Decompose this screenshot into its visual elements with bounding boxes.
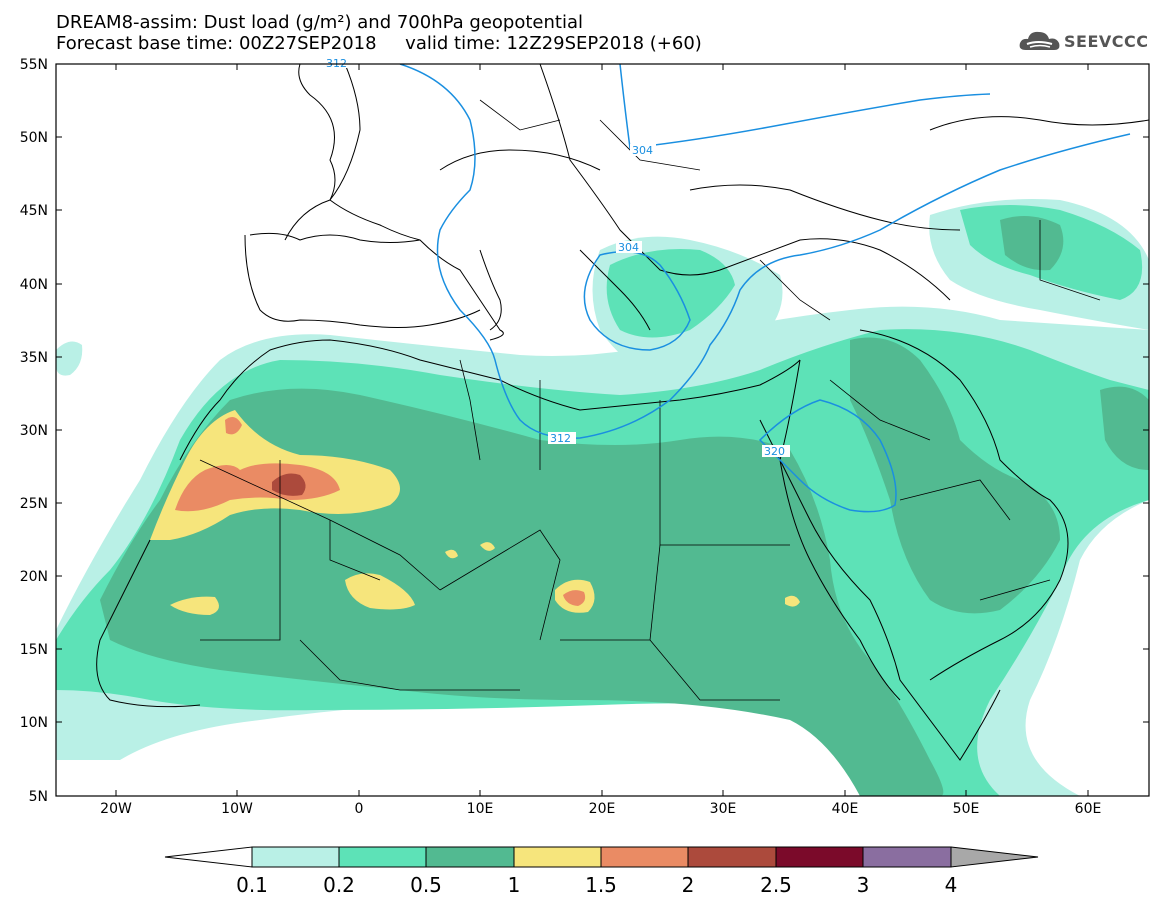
country-borders: [199, 99, 1101, 701]
lat-label: 55N: [20, 57, 48, 73]
lat-label: 5N: [29, 789, 48, 805]
lat-label: 25N: [20, 496, 48, 512]
colorbar-label: 1: [508, 873, 521, 897]
lat-label: 35N: [20, 350, 48, 366]
lon-axis: [115, 64, 1089, 796]
lon-labels: 20W 10W 0 10E 20E 30E 40E 50E 60E: [100, 801, 1101, 817]
colorbar-segment: [338, 846, 427, 868]
lon-label: 20E: [589, 801, 616, 817]
colorbar-segment: [687, 846, 777, 868]
contour-labels: 304 304 312 320 312: [324, 57, 790, 458]
colorbar-label: 0.1: [236, 873, 268, 897]
colorbar-segment: [600, 846, 689, 868]
colorbar-label: 3: [857, 873, 870, 897]
cloud-icon: [1019, 31, 1060, 50]
lat-labels: 55N 50N 45N 40N 35N 30N 25N 20N 15N 10N …: [20, 57, 48, 805]
lat-label: 30N: [20, 423, 48, 439]
lat-label: 10N: [20, 715, 48, 731]
colorbar-segment: [251, 846, 340, 868]
lat-label: 45N: [20, 203, 48, 219]
colorbar-segment: [513, 846, 602, 868]
colorbar-label: 0.2: [323, 873, 355, 897]
lon-label: 0: [355, 801, 364, 817]
lon-label: 50E: [953, 801, 980, 817]
lon-label: 10E: [467, 801, 494, 817]
logo-text: SEEVCCC: [1064, 32, 1149, 51]
colorbar: 0.1 0.2 0.5 1 1.5 2 2.5 3 4: [164, 846, 1039, 897]
colorbar-segment: [775, 846, 864, 868]
seevccc-logo: SEEVCCC: [1018, 28, 1158, 54]
colorbar-label: 4: [945, 873, 958, 897]
contour-label: 304: [618, 241, 639, 254]
colorbar-label: 2: [682, 873, 695, 897]
lat-label: 20N: [20, 569, 48, 585]
contour-label: 320: [764, 445, 785, 458]
lon-label: 20W: [100, 801, 132, 817]
plot-area: [56, 64, 1149, 796]
colorbar-label: 2.5: [760, 873, 792, 897]
lat-label: 40N: [20, 277, 48, 293]
colorbar-segment: [950, 846, 1039, 868]
contour-label: 312: [550, 432, 571, 445]
map-subtitle: Forecast base time: 00Z27SEP2018 valid t…: [56, 33, 702, 54]
lat-label: 50N: [20, 130, 48, 146]
colorbar-label: 0.5: [410, 873, 442, 897]
colorbar-segment: [164, 846, 253, 868]
lat-axis: [56, 63, 1149, 723]
colorbar-label: 1.5: [585, 873, 617, 897]
colorbar-segment: [862, 846, 952, 868]
contour-label: 304: [632, 144, 653, 157]
lat-label: 15N: [20, 642, 48, 658]
lon-label: 30E: [710, 801, 737, 817]
geopotential-contours: [399, 64, 1131, 513]
coastlines: [96, 64, 1149, 761]
lon-label: 10W: [221, 801, 253, 817]
lon-label: 60E: [1075, 801, 1102, 817]
colorbar-segment: [425, 846, 515, 868]
lon-label: 40E: [832, 801, 859, 817]
map-title: DREAM8-assim: Dust load (g/m²) and 700hP…: [56, 12, 583, 33]
